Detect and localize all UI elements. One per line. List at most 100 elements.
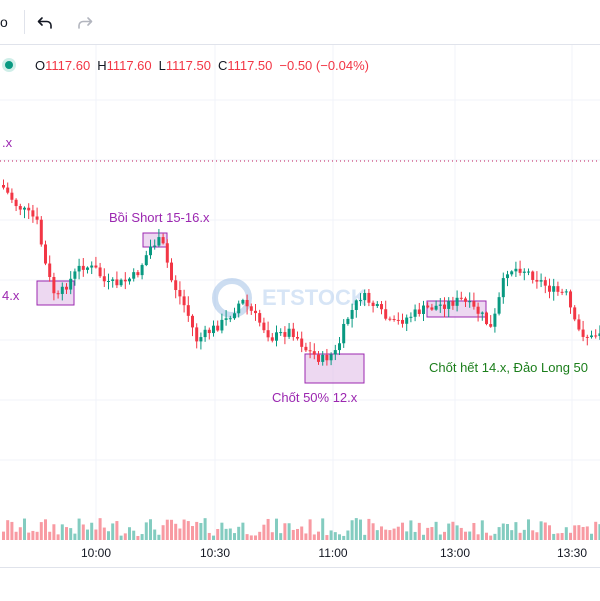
candle-body bbox=[287, 328, 291, 337]
volume-bar bbox=[485, 532, 488, 540]
candle-body bbox=[569, 291, 572, 308]
high-label: H bbox=[97, 57, 107, 73]
volume-bar bbox=[254, 535, 257, 540]
volume-bar bbox=[527, 519, 530, 540]
high-value: 1117.60 bbox=[106, 57, 152, 73]
candle-body bbox=[548, 285, 551, 292]
volume-bar bbox=[518, 532, 522, 540]
candle-body bbox=[195, 327, 199, 342]
candle-body bbox=[140, 265, 144, 276]
candle-body bbox=[585, 336, 589, 338]
volume-bar bbox=[535, 532, 539, 540]
redo-arrow-icon bbox=[78, 17, 93, 29]
volume-bar bbox=[346, 530, 350, 540]
volume-bar bbox=[581, 526, 585, 540]
candle-body bbox=[480, 312, 484, 314]
candle-body bbox=[52, 276, 56, 294]
candle-body bbox=[123, 279, 127, 282]
volume-bar bbox=[321, 518, 325, 540]
candle-body bbox=[98, 267, 102, 277]
volume-bar bbox=[325, 535, 329, 540]
volume-bar bbox=[123, 533, 127, 540]
volume-bar bbox=[237, 526, 241, 540]
volume-bar bbox=[107, 531, 110, 540]
volume-bar bbox=[577, 525, 581, 540]
volume-bar bbox=[195, 521, 199, 540]
candles bbox=[2, 179, 600, 366]
candle-body bbox=[18, 206, 22, 210]
candle-body bbox=[216, 325, 220, 331]
volume-bar bbox=[56, 534, 60, 540]
candle-body bbox=[10, 192, 14, 200]
volume-bar bbox=[128, 527, 131, 540]
candle-body bbox=[413, 309, 417, 317]
volume-bar bbox=[212, 535, 215, 540]
volume-bar bbox=[266, 518, 270, 540]
candle-body bbox=[354, 300, 358, 310]
candle-body bbox=[308, 350, 312, 352]
candle-body bbox=[81, 265, 85, 270]
volume-bar bbox=[300, 526, 304, 540]
volume-bar bbox=[388, 530, 392, 540]
volume-bar bbox=[81, 524, 85, 540]
volume-bar bbox=[224, 528, 228, 540]
candle-body bbox=[149, 246, 152, 256]
candle-body bbox=[388, 318, 392, 320]
candle-body bbox=[56, 293, 60, 295]
candle-body bbox=[212, 325, 215, 334]
candle-body bbox=[69, 278, 73, 290]
volume-bar bbox=[493, 533, 497, 540]
redo-button[interactable] bbox=[72, 10, 98, 36]
volume-bar bbox=[115, 521, 119, 540]
undo-button[interactable] bbox=[32, 10, 58, 36]
volume-bar bbox=[182, 519, 186, 540]
volume-bar bbox=[10, 521, 14, 540]
candle-body bbox=[186, 305, 190, 316]
candle-body bbox=[417, 309, 421, 314]
candle-body bbox=[94, 265, 98, 268]
volume-bar bbox=[308, 519, 312, 540]
candle-body bbox=[262, 322, 266, 331]
volume-bar bbox=[69, 528, 73, 540]
bottom-strip bbox=[0, 567, 600, 601]
volume-bar bbox=[174, 523, 178, 540]
candle-body bbox=[178, 290, 182, 297]
candle-body bbox=[522, 271, 526, 273]
candle-body bbox=[350, 309, 354, 319]
candle-body bbox=[254, 310, 257, 314]
candle-body bbox=[329, 354, 333, 361]
volume-bar bbox=[220, 522, 224, 540]
volume-bar bbox=[144, 522, 148, 540]
candle-body bbox=[338, 343, 341, 351]
time-axis[interactable]: 10:00 10:30 11:00 13:00 13:30 bbox=[0, 540, 600, 568]
annotation-take-all: Chốt hết 14.x, Đảo Long 50 bbox=[429, 360, 588, 375]
volume-bar bbox=[585, 526, 589, 540]
candle-body bbox=[174, 280, 178, 291]
annotation-left-top: .x bbox=[2, 135, 13, 150]
candle-body bbox=[464, 298, 467, 302]
candle-body bbox=[317, 354, 320, 362]
volume-bar bbox=[44, 519, 47, 540]
volume-bar bbox=[241, 522, 245, 540]
volume-bar bbox=[501, 523, 505, 540]
volume-bar bbox=[380, 526, 383, 540]
candle-body bbox=[346, 318, 350, 324]
candle-body bbox=[409, 316, 413, 318]
volume-bar bbox=[409, 520, 413, 540]
volume-bar bbox=[438, 534, 442, 540]
candle-body bbox=[539, 280, 543, 282]
candle-body bbox=[594, 335, 598, 337]
volume-bar bbox=[375, 530, 379, 540]
candle-body bbox=[119, 279, 123, 286]
candle-body bbox=[430, 307, 434, 310]
volume-bar bbox=[476, 534, 480, 540]
annotation-left-mid: 4.x bbox=[2, 288, 20, 303]
candle-body bbox=[581, 329, 585, 337]
candle-body bbox=[380, 304, 383, 310]
candle-body bbox=[111, 279, 115, 281]
low-value: 1117.50 bbox=[165, 57, 211, 73]
volume-bar bbox=[170, 519, 173, 540]
time-label: 10:30 bbox=[200, 546, 230, 560]
candle-body bbox=[590, 335, 593, 338]
